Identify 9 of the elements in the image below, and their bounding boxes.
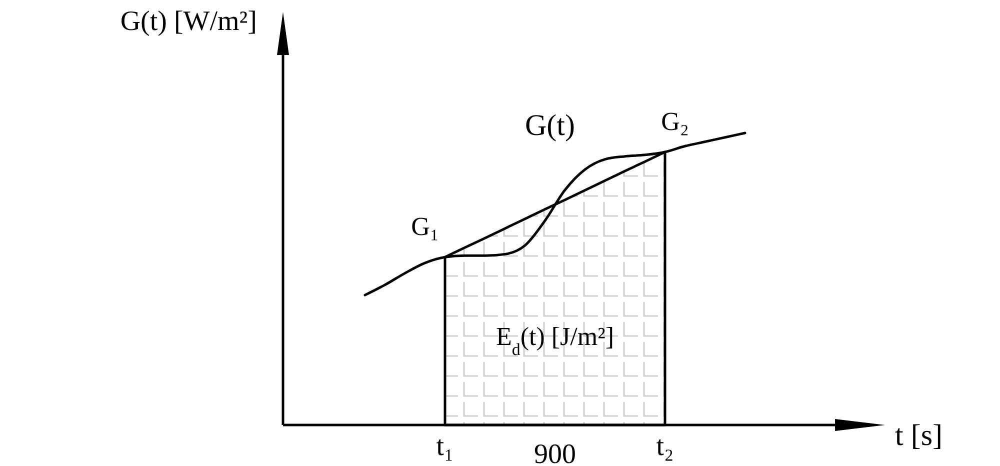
x-tick-label: t₁ bbox=[436, 431, 454, 462]
y-axis-title: G(t) [W/m²] bbox=[120, 6, 257, 37]
x-tick-label: t₂ bbox=[656, 431, 674, 462]
series-label: G(t) bbox=[525, 108, 575, 142]
annotation: G₂ bbox=[661, 106, 689, 136]
text: 900 bbox=[534, 439, 576, 466]
x-axis-title: t [s] bbox=[895, 419, 942, 452]
annotation: G₁ bbox=[411, 212, 439, 242]
annotation: E$_{d}$(t) [J/m²] bbox=[496, 322, 614, 358]
